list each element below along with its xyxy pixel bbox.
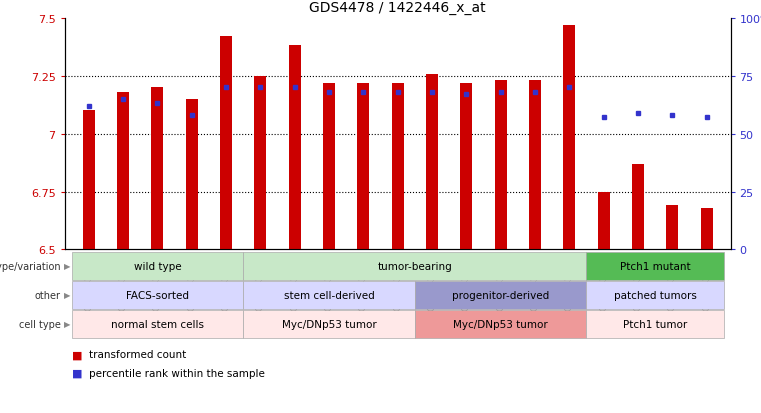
Bar: [632, 164, 644, 250]
Text: FACS-sorted: FACS-sorted: [126, 290, 189, 300]
Bar: [323, 83, 335, 250]
Bar: [83, 111, 94, 250]
Text: stem cell-derived: stem cell-derived: [284, 290, 374, 300]
Text: ■: ■: [72, 349, 83, 359]
Bar: [666, 206, 678, 250]
Text: other: other: [35, 290, 61, 300]
Bar: [563, 26, 575, 250]
Text: progenitor-derived: progenitor-derived: [452, 290, 549, 300]
Text: cell type: cell type: [19, 319, 61, 329]
Bar: [254, 76, 266, 250]
Text: ■: ■: [72, 368, 83, 378]
Bar: [358, 83, 369, 250]
Bar: [426, 75, 438, 250]
Text: Ptch1 tumor: Ptch1 tumor: [623, 319, 687, 329]
Bar: [701, 208, 712, 250]
Text: percentile rank within the sample: percentile rank within the sample: [89, 368, 265, 378]
Text: ▶: ▶: [64, 261, 71, 271]
Text: genotype/variation: genotype/variation: [0, 261, 61, 271]
Text: ▶: ▶: [64, 319, 71, 328]
Text: ▶: ▶: [64, 290, 71, 299]
Text: wild type: wild type: [133, 261, 181, 271]
Text: patched tumors: patched tumors: [613, 290, 696, 300]
Title: GDS4478 / 1422446_x_at: GDS4478 / 1422446_x_at: [309, 1, 486, 15]
Bar: [288, 46, 301, 250]
Bar: [495, 81, 507, 250]
Text: tumor-bearing: tumor-bearing: [377, 261, 452, 271]
Bar: [529, 81, 541, 250]
Text: normal stem cells: normal stem cells: [111, 319, 204, 329]
Bar: [151, 88, 164, 250]
Text: Myc/DNp53 tumor: Myc/DNp53 tumor: [454, 319, 548, 329]
Bar: [186, 100, 198, 250]
Text: transformed count: transformed count: [89, 349, 186, 359]
Bar: [392, 83, 403, 250]
Text: Myc/DNp53 tumor: Myc/DNp53 tumor: [282, 319, 377, 329]
Text: Ptch1 mutant: Ptch1 mutant: [619, 261, 690, 271]
Bar: [597, 192, 610, 250]
Bar: [220, 37, 232, 250]
Bar: [117, 93, 129, 250]
Bar: [460, 83, 473, 250]
